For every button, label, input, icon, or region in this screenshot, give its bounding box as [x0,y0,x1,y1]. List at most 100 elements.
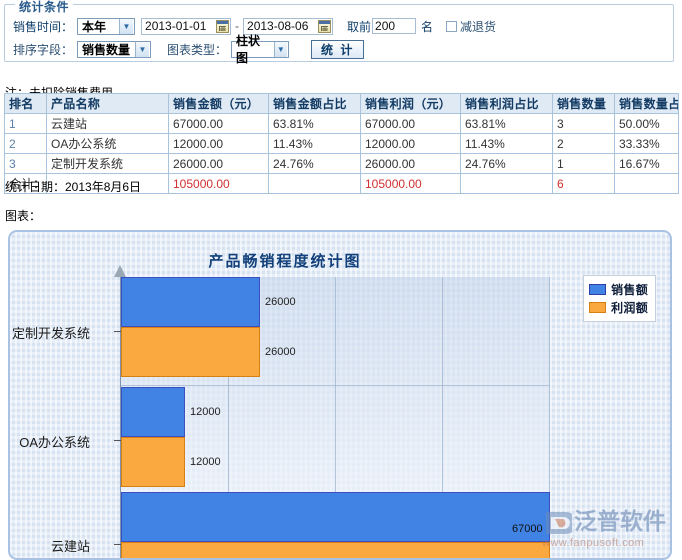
bar-sales-2[interactable] [121,492,550,542]
bar-profit-2[interactable] [121,542,550,558]
chart-bars: 26000 26000 12000 12000 67000 67000 [121,277,550,558]
sort-field-label: 排序字段： [13,42,74,57]
col-header-sales-profit-pct[interactable]: 销售利润占比 [460,93,553,114]
category-label-0: 定制开发系统 [11,326,90,341]
sort-field-select-value: 销售数量 [82,42,131,57]
filter-panel: 统计条件 销售时间： 本年 ▼ 2013-01-01 - 2013-08-06 … [4,0,674,65]
bar-sales-0[interactable] [121,277,260,327]
table-row[interactable]: 3 定制开发系统 26000.00 24.76% 26000.00 24.76%… [4,153,679,174]
date-range-dash: - [235,19,240,33]
bar-value-sales-2: 67000 [512,523,543,535]
bar-sales-1[interactable] [121,387,185,437]
chevron-down-icon: ▼ [273,41,288,57]
statistics-table: 排名 产品名称 销售金额（元） 销售金额占比 销售利润（元） 销售利润占比 销售… [4,93,679,194]
chart-type-select[interactable]: 柱状图 ▼ [231,34,290,65]
cell-rank: 2 [4,133,47,154]
legend-label-profit: 利润额 [611,301,648,315]
topn-label: 取前 [347,19,372,34]
cell-sales-qty-pct: 16.67% [614,153,679,174]
sales-time-label: 销售时间： [13,19,74,34]
period-select[interactable]: 本年 ▼ [77,17,136,35]
col-header-rank[interactable]: 排名 [4,93,47,114]
category-label-2: 云建站 [50,539,90,554]
cell-total-sales-amount: 105000.00 [168,173,269,194]
gridline-horizontal [121,385,550,386]
y-axis-tick [114,331,123,332]
col-header-sales-profit[interactable]: 销售利润（元） [360,93,461,114]
cell-sales-profit: 26000.00 [360,153,461,174]
col-header-sales-qty[interactable]: 销售数量 [552,93,615,114]
cell-total-sales-qty-pct [614,173,679,194]
cell-sales-qty-pct: 50.00% [614,113,679,134]
col-header-sales-amount[interactable]: 销售金额（元） [168,93,269,114]
cell-product-name: OA办公系统 [46,133,169,154]
cell-total-sales-profit-pct [460,173,553,194]
fanpu-logo-icon [542,506,577,536]
cell-sales-profit: 12000.00 [360,133,461,154]
calendar-icon[interactable] [216,19,230,33]
watermark: 泛普软件 www.fanpusoft.com [542,506,668,556]
cell-total-blank-name [46,173,169,194]
bar-profit-0[interactable] [121,327,260,377]
y-axis-tick [114,544,123,545]
submit-statistics-button[interactable]: 统 计 [311,39,365,59]
chevron-down-icon: ▼ [135,41,150,57]
gridline-vertical [335,277,336,558]
watermark-brand-row: 泛普软件 [542,506,668,536]
cell-sales-amount: 12000.00 [168,133,269,154]
cell-product-name: 云建站 [46,113,169,134]
gridline-vertical [228,277,229,558]
bar-value-sales-0: 26000 [265,296,296,308]
cell-rank: 3 [4,153,47,174]
chart-section-label: 图表： [5,209,42,223]
stat-date-text: 统计日期：2013年8月6日 [5,180,142,194]
col-header-sales-qty-pct[interactable]: 销售数量占比 [614,93,679,114]
topn-input[interactable] [372,18,417,34]
cell-sales-amount-pct: 63.81% [268,113,361,134]
y-axis-tick [114,440,123,441]
legend-item-sales[interactable]: 销售额 [589,281,648,298]
filter-row-sort: 排序字段： 销售数量 ▼ 图表类型： 柱状图 ▼ 统 计 [13,34,365,65]
date-from-input[interactable]: 2013-01-01 [141,17,232,35]
legend-item-profit[interactable]: 利润额 [589,299,648,316]
cell-total-sales-amount-pct [268,173,361,194]
filter-row-sales-time: 销售时间： 本年 ▼ 2013-01-01 - 2013-08-06 取前 名 … [13,16,496,36]
date-to-input[interactable]: 2013-08-06 [243,17,334,35]
chart-type-select-value: 柱状图 [236,34,261,65]
chart-legend: 销售额 利润额 [583,275,656,322]
col-header-sales-amount-pct[interactable]: 销售金额占比 [268,93,361,114]
chart-container: 产品畅销程度统计图 定制开发系统 OA办公系统 云建站 26000 26000 … [8,230,672,560]
cell-sales-qty: 3 [552,113,615,134]
calendar-icon[interactable] [318,19,332,33]
axis-arrow-icon [114,265,126,277]
cell-sales-amount-pct: 24.76% [268,153,361,174]
cell-total-label: 合计： [4,173,47,194]
sort-field-select[interactable]: 销售数量 ▼ [77,40,152,58]
chart-type-label: 图表类型： [167,42,228,57]
date-from-value: 2013-01-01 [145,19,207,33]
deduct-return-checkbox[interactable] [446,20,458,32]
bar-value-profit-1: 12000 [190,456,221,468]
legend-swatch-icon [589,284,607,295]
table-row[interactable]: 2 OA办公系统 12000.00 11.43% 12000.00 11.43%… [4,133,679,154]
table-row[interactable]: 1 云建站 67000.00 63.81% 67000.00 63.81% 3 … [4,113,679,134]
cell-sales-amount: 67000.00 [168,113,269,134]
chart-title: 产品畅销程度统计图 [208,253,362,270]
col-header-product-name[interactable]: 产品名称 [46,93,169,114]
bar-profit-1[interactable] [121,437,185,487]
cell-product-name: 定制开发系统 [46,153,169,174]
topn-unit-label: 名 [421,19,434,34]
bar-value-profit-0: 26000 [265,346,296,358]
cell-sales-amount: 26000.00 [168,153,269,174]
category-label-1: OA办公系统 [19,435,90,450]
cell-sales-profit-pct: 24.76% [460,153,553,174]
period-select-value: 本年 [82,19,107,34]
cell-sales-profit-pct: 11.43% [460,133,553,154]
chevron-down-icon: ▼ [119,18,134,34]
watermark-brand: 泛普软件 [574,508,666,534]
filter-panel-legend: 统计条件 [15,0,74,15]
table-header-row: 排名 产品名称 销售金额（元） 销售金额占比 销售利润（元） 销售利润占比 销售… [4,93,679,114]
gridline-vertical [549,277,550,558]
cell-sales-qty: 2 [552,133,615,154]
cell-sales-qty-pct: 33.33% [614,133,679,154]
